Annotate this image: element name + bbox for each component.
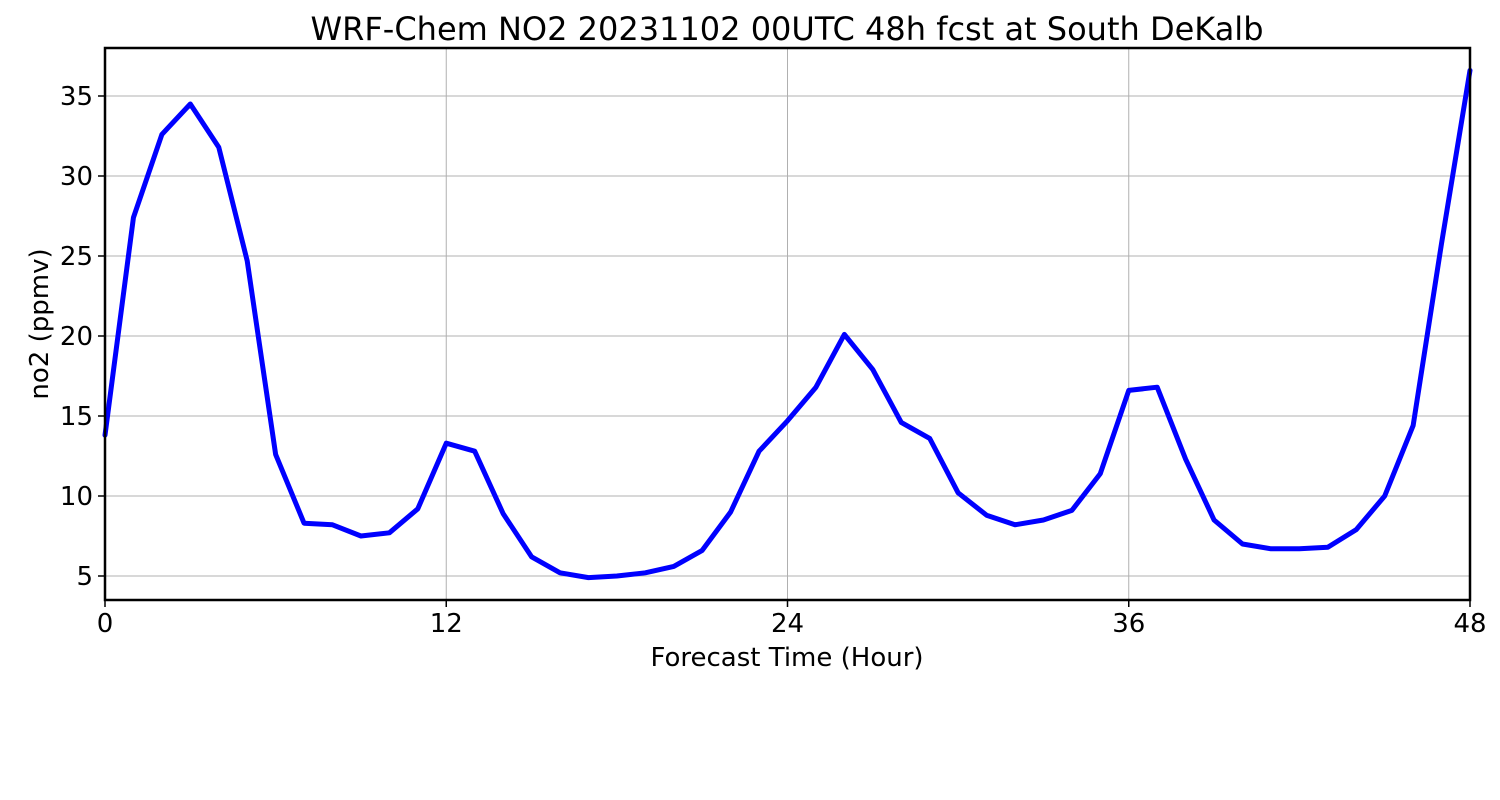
y-tick-label: 25 — [60, 242, 93, 272]
no2-data-point — [929, 437, 931, 439]
no2-data-point — [986, 514, 988, 516]
no2-data-point — [360, 535, 362, 537]
no2-data-point — [1242, 543, 1243, 545]
no2-data-point — [1327, 546, 1329, 548]
no2-data-point — [1185, 458, 1187, 460]
no2-data-point — [474, 450, 476, 452]
no2-data-point — [758, 450, 760, 452]
no2-data-point — [957, 492, 959, 494]
no2-data-point — [843, 333, 845, 335]
no2-data-point — [644, 572, 646, 574]
no2-data-point — [1441, 242, 1443, 244]
no2-data-point — [502, 513, 504, 515]
y-axis-label: no2 (ppmv) — [25, 248, 55, 399]
no2-data-point — [332, 524, 333, 526]
x-axis-label: Forecast Time (Hour) — [650, 643, 923, 673]
no2-data-point — [1156, 386, 1158, 388]
y-tick-label: 15 — [60, 402, 93, 432]
no2-data-point — [246, 260, 248, 262]
series-layer — [102, 67, 1473, 581]
no2-data-point — [701, 549, 703, 551]
x-tick-label: 36 — [1112, 609, 1145, 639]
y-tick-label: 5 — [76, 562, 93, 592]
no2-data-point — [275, 453, 277, 455]
no2-data-point — [1014, 524, 1016, 526]
no2-data-point — [1099, 473, 1101, 475]
no2-data-point — [1071, 509, 1073, 511]
x-tick-label: 24 — [771, 609, 804, 639]
no2-data-point — [787, 420, 788, 422]
no2-data-point — [303, 522, 305, 524]
no2-data-point — [900, 421, 902, 423]
no2-data-point — [1042, 519, 1044, 521]
no2-data-point — [815, 386, 817, 388]
y-tick-label: 35 — [60, 82, 93, 112]
no2-data-point — [1213, 519, 1215, 521]
x-tick-label: 0 — [97, 609, 114, 639]
no2-data-point — [559, 572, 561, 574]
no2-data-point — [388, 532, 390, 534]
no2-data-point — [161, 133, 163, 135]
no2-data-point — [1384, 495, 1386, 497]
no2-data-point — [1298, 548, 1300, 550]
no2-data-point — [587, 577, 589, 579]
no2-data-point — [872, 369, 874, 371]
y-tick-label: 10 — [60, 482, 93, 512]
y-tick-label: 30 — [60, 162, 93, 192]
no2-data-point — [1128, 389, 1130, 391]
no2-data-point — [673, 565, 675, 567]
no2-data-point — [189, 103, 191, 105]
no2-data-point — [417, 508, 419, 510]
x-tick-label: 12 — [430, 609, 463, 639]
no2-data-point — [730, 511, 732, 513]
no2-data-point — [445, 442, 447, 444]
grid-layer — [104, 48, 1471, 600]
no2-data-point — [1412, 425, 1414, 427]
no2-data-point — [132, 217, 134, 219]
x-tick-label: 48 — [1453, 609, 1486, 639]
ticks-layer: 0 12 24 36 48 5 10 15 20 25 30 35 — [60, 82, 1487, 639]
no2-data-point — [1355, 529, 1357, 531]
y-tick-label: 20 — [60, 322, 93, 352]
no2-data-point — [616, 575, 618, 577]
no2-data-point — [531, 556, 533, 558]
no2-data-point — [1270, 548, 1272, 550]
chart-title: WRF-Chem NO2 20231102 00UTC 48h fcst at … — [311, 10, 1264, 48]
no2-data-point — [218, 146, 220, 148]
